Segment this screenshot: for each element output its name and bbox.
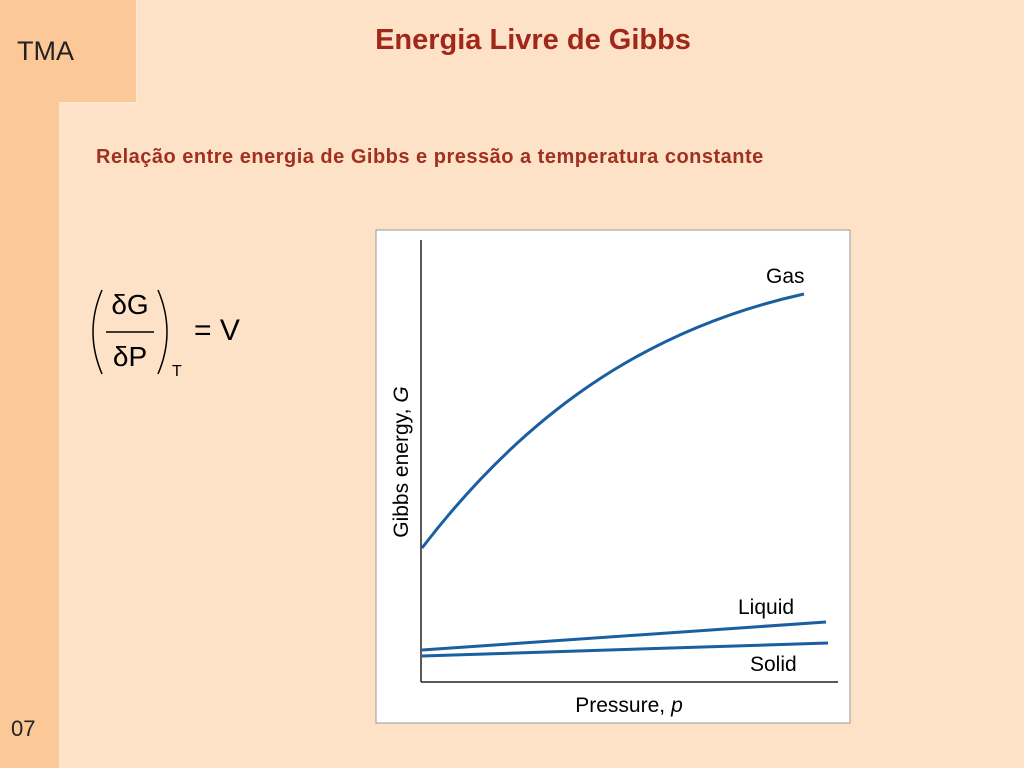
x-label-symbol: p: [670, 694, 683, 717]
figure: Gas Liquid Solid Gibbs energy, G Pressure…: [375, 229, 851, 724]
paren: [157, 289, 168, 375]
title: Energia Livre de Gibbs: [375, 24, 691, 56]
subtitle: Relação entre energia de Gibbs e pressão…: [96, 146, 764, 168]
curve-label: Gas: [766, 265, 805, 288]
gas-curve: [420, 292, 805, 549]
x-label-text: Pressure,: [575, 694, 665, 717]
liquid-curve: [421, 620, 827, 652]
y-axis-label: Gibbs energy, G: [390, 386, 413, 538]
numerator: δG: [111, 289, 148, 320]
paren: [92, 289, 103, 375]
y-label-symbol: G: [390, 386, 413, 402]
subscript: T: [172, 363, 182, 380]
x-axis-label: Pressure, p: [575, 694, 683, 717]
equation: δG δP T = V: [92, 289, 240, 380]
tag-box: [0, 0, 137, 103]
tag: TMA: [17, 36, 74, 66]
side-strip: [0, 102, 60, 768]
curve-label: Liquid: [738, 596, 794, 619]
curve-label: Solid: [750, 653, 797, 676]
solid-curve: [421, 641, 829, 658]
figure-frame: [375, 229, 851, 724]
page-number: 07: [11, 716, 36, 741]
equation-rhs: = V: [194, 314, 240, 347]
denominator: δP: [113, 341, 147, 372]
y-label-text: Gibbs energy,: [390, 409, 413, 538]
